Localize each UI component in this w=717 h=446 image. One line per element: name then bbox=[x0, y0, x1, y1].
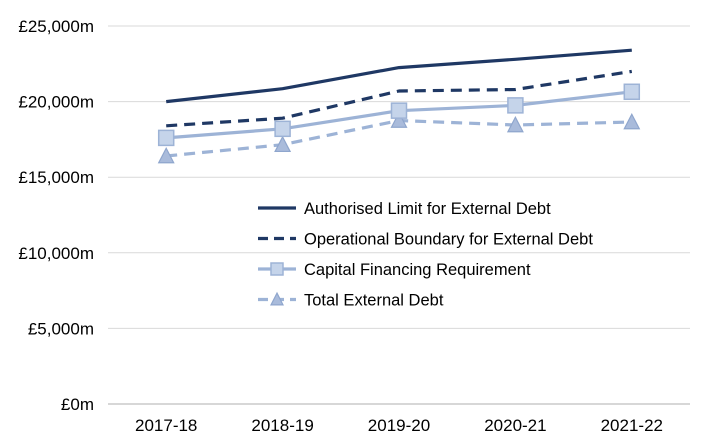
y-tick-label: £20,000m bbox=[18, 93, 94, 112]
y-tick-label: £0m bbox=[61, 395, 94, 414]
x-tick-label: 2021-22 bbox=[601, 416, 663, 435]
legend-item: Operational Boundary for External Debt bbox=[258, 231, 593, 249]
y-tick-label: £5,000m bbox=[28, 319, 94, 338]
data-point-triangle bbox=[390, 111, 408, 128]
data-point-square bbox=[157, 129, 175, 147]
legend: Authorised Limit for External Debt Operat… bbox=[258, 200, 593, 310]
data-point-triangle bbox=[274, 135, 292, 153]
x-tick-label: 2019-20 bbox=[368, 416, 430, 435]
legend-item: Total External Debt bbox=[258, 292, 444, 310]
gridlines bbox=[108, 25, 690, 329]
y-tick-label: £10,000m bbox=[18, 244, 94, 263]
legend-item: Capital Financing Requirement bbox=[258, 261, 531, 279]
legend-label: Operational Boundary for External Debt bbox=[304, 231, 593, 249]
series-line bbox=[166, 48, 632, 104]
series-group bbox=[157, 48, 641, 164]
x-tick-label: 2017-18 bbox=[135, 416, 197, 435]
series-4 bbox=[157, 111, 641, 164]
series-2 bbox=[166, 69, 633, 128]
y-axis-ticks: £0m £5,000m £10,000m £15,000m £20,000m £25,00… bbox=[18, 17, 94, 414]
data-point-square bbox=[507, 97, 524, 114]
y-tick-label: £25,000m bbox=[18, 17, 94, 36]
data-point-square bbox=[270, 262, 284, 276]
data-point-triangle bbox=[270, 291, 284, 306]
legend-label: Capital Financing Requirement bbox=[304, 261, 531, 279]
data-point-square bbox=[274, 120, 291, 138]
data-point-square bbox=[623, 83, 641, 101]
x-axis: 2017-18 2018-19 2019-20 2020-21 2021-22 bbox=[108, 403, 690, 435]
x-tick-label: 2020-21 bbox=[484, 416, 546, 435]
legend-item: Authorised Limit for External Debt bbox=[258, 200, 551, 218]
data-point-triangle bbox=[157, 146, 175, 164]
data-point-triangle bbox=[623, 112, 641, 130]
legend-label: Total External Debt bbox=[304, 292, 444, 310]
data-point-triangle bbox=[506, 115, 524, 133]
series-line bbox=[166, 69, 633, 128]
legend-label: Authorised Limit for External Debt bbox=[304, 200, 551, 218]
series-1 bbox=[166, 48, 632, 104]
data-point-square bbox=[390, 102, 408, 119]
series-3 bbox=[157, 83, 641, 147]
x-tick-label: 2018-19 bbox=[251, 416, 313, 435]
y-tick-label: £15,000m bbox=[18, 168, 94, 187]
